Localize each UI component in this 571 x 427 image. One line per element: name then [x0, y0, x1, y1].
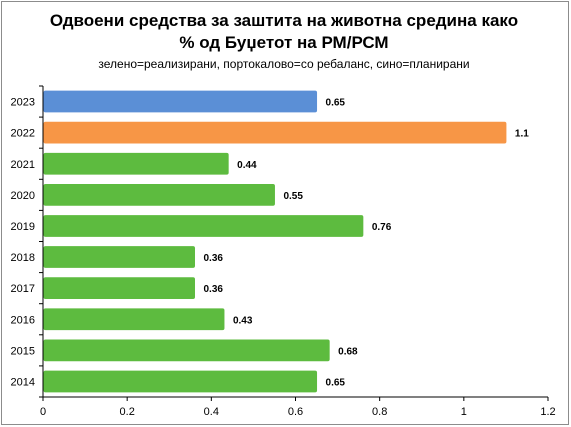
x-tick-label: 0 — [40, 406, 46, 418]
bar-2019 — [43, 215, 364, 237]
chart-title-line-2: % од Буџетот на РМ/РСМ — [179, 33, 389, 52]
data-label-2019: 0.76 — [372, 222, 392, 233]
data-label-2014: 0.65 — [326, 377, 346, 388]
data-label-2020: 0.55 — [283, 191, 303, 202]
y-tick-label: 2016 — [11, 314, 35, 326]
y-tick-label: 2019 — [11, 221, 35, 233]
bar-2018 — [43, 246, 195, 268]
chart-subtitle: зелено=реализирани, портокалово=со ребал… — [98, 57, 470, 71]
bar-2014 — [43, 370, 318, 393]
bar-2017 — [43, 277, 195, 300]
chart-title-line-1: Одвоени средства за заштита на животна с… — [49, 11, 519, 30]
x-tick-label: 0.2 — [120, 406, 135, 418]
y-tick-label: 2014 — [11, 376, 35, 388]
data-label-2018: 0.36 — [204, 253, 224, 264]
chart-axes: 0 0.2 0.4 0.6 0.8 1 1.2 2023 2022 2021 2020 2019 201… — [11, 85, 556, 418]
y-tick-label: 2023 — [11, 97, 35, 109]
x-tick-label: 0.4 — [204, 406, 219, 418]
bar-2020 — [43, 183, 275, 206]
bar-2015 — [43, 339, 330, 362]
y-tick-label: 2021 — [11, 159, 35, 171]
data-label-2016: 0.43 — [233, 315, 253, 326]
chart-labels: 0.65 1.1 0.44 0.55 0.76 0.36 0.36 0.43 0.68 0.65 — [204, 98, 530, 389]
y-tick-label: 2022 — [11, 128, 35, 140]
bar-2023 — [43, 90, 318, 113]
x-tick-label: 0.6 — [288, 406, 303, 418]
data-label-2021: 0.44 — [237, 160, 257, 171]
bar-2016 — [43, 308, 225, 331]
data-label-2015: 0.68 — [338, 346, 358, 357]
data-label-2022: 1.1 — [515, 129, 529, 140]
data-label-2017: 0.36 — [204, 284, 224, 295]
y-tick-label: 2015 — [11, 345, 35, 357]
y-tick-label: 2018 — [11, 252, 35, 264]
bar-2022 — [43, 121, 507, 144]
y-tick-label: 2020 — [11, 190, 35, 202]
chart-title: Одвоени средства за заштита на животна с… — [0, 10, 568, 54]
x-tick-label: 1.2 — [540, 406, 555, 418]
chart-bars — [43, 90, 507, 393]
bar-2021 — [43, 152, 229, 175]
x-tick-label: 0.8 — [372, 406, 387, 418]
x-tick-label: 1 — [461, 406, 467, 418]
data-label-2023: 0.65 — [326, 98, 346, 109]
y-tick-label: 2017 — [11, 283, 35, 295]
